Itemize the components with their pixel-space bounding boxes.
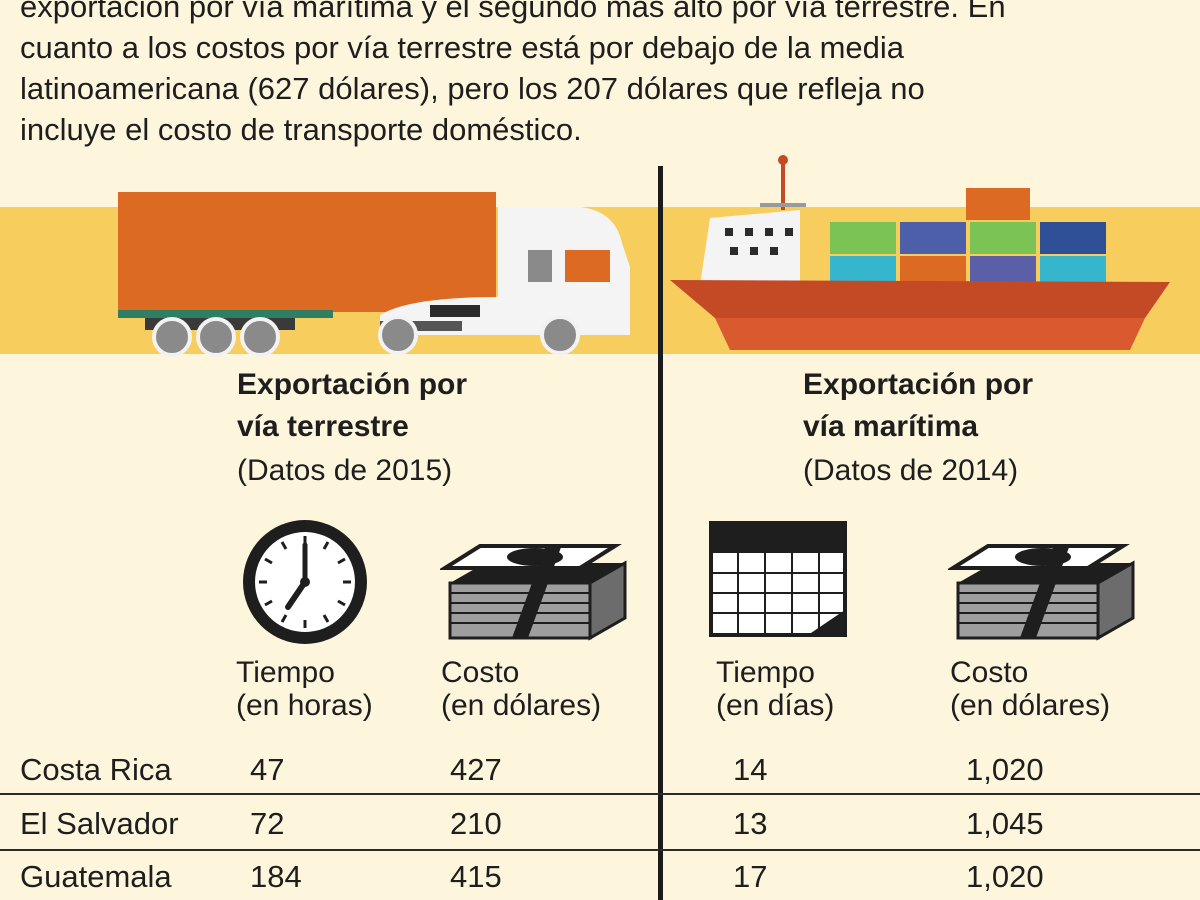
- country-cell: El Salvador: [20, 806, 179, 841]
- truck-illustration: [118, 192, 630, 357]
- sea-title-line: Exportación por: [803, 368, 1034, 401]
- intro-line: latinoamericana (627 dólares), pero los …: [20, 71, 925, 106]
- clock-icon: [243, 520, 367, 644]
- header-line: Costo: [950, 656, 1029, 689]
- land-section-title: Exportación por vía terrestre: [237, 364, 467, 448]
- header-line: Tiempo: [236, 656, 335, 689]
- row-divider: [0, 793, 1200, 795]
- intro-paragraph: exportación por vía marítima y el segund…: [20, 0, 1180, 150]
- sea-title-line: vía marítima: [803, 410, 979, 443]
- sea-date: (Datos de 2014): [803, 454, 1019, 487]
- land-cost-cell: 427: [450, 752, 502, 787]
- header-line: (en dólares): [441, 689, 602, 722]
- land-cost-cell: 415: [450, 859, 502, 894]
- land-time-cell: 47: [250, 752, 285, 787]
- calendar-icon: [709, 521, 847, 637]
- land-date: (Datos de 2015): [237, 454, 453, 487]
- land-time-cell: 72: [250, 806, 285, 841]
- money-stack-icon: [440, 544, 627, 641]
- sea-section-title: Exportación por vía marítima: [803, 364, 1033, 448]
- sea-time-cell: 13: [733, 806, 768, 841]
- intro-line: exportación por vía marítima y el segund…: [20, 0, 1006, 24]
- land-cost-header: Costo (en dólares): [441, 656, 601, 722]
- header-line: (en horas): [236, 689, 373, 722]
- sea-time-cell: 17: [733, 859, 768, 894]
- land-title-line: Exportación por: [237, 368, 468, 401]
- country-cell: Guatemala: [20, 859, 172, 894]
- sea-cost-header: Costo (en dólares): [950, 656, 1110, 722]
- land-time-header: Tiempo (en horas): [236, 656, 373, 722]
- sea-time-cell: 14: [733, 752, 768, 787]
- land-title-line: vía terrestre: [237, 410, 409, 443]
- land-time-cell: 184: [250, 859, 302, 894]
- row-divider: [0, 849, 1200, 851]
- header-line: Tiempo: [716, 656, 815, 689]
- sea-time-header: Tiempo (en días): [716, 656, 834, 722]
- cargo-ship-illustration: [670, 155, 1170, 350]
- header-line: (en días): [716, 689, 835, 722]
- intro-line: incluye el costo de transporte doméstico…: [20, 112, 582, 147]
- money-stack-icon: [948, 544, 1135, 641]
- country-cell: Costa Rica: [20, 752, 172, 787]
- intro-line: cuanto a los costos por vía terrestre es…: [20, 30, 904, 65]
- header-line: Costo: [441, 656, 520, 689]
- header-line: (en dólares): [950, 689, 1111, 722]
- land-cost-cell: 210: [450, 806, 502, 841]
- sea-cost-cell: 1,020: [966, 859, 1044, 894]
- sea-cost-cell: 1,045: [966, 806, 1044, 841]
- column-divider: [658, 166, 663, 900]
- sea-cost-cell: 1,020: [966, 752, 1044, 787]
